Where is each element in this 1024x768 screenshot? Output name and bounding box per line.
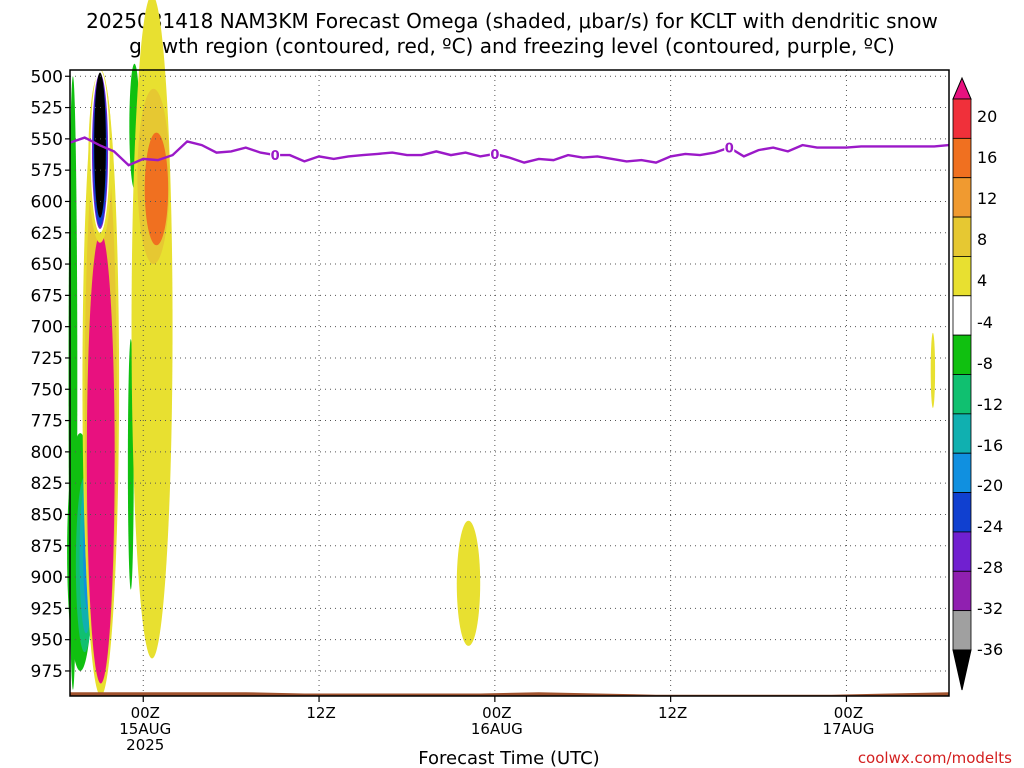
x-tick-label-2-1: 16AUG — [471, 720, 523, 738]
credit-text: coolwx.com/modelts — [858, 749, 1012, 767]
y-tick-label-9: 725 — [31, 349, 63, 369]
y-tick-label-6: 650 — [31, 255, 63, 275]
colorbar-swatch-9 — [952, 452, 972, 493]
plot-frame — [69, 69, 950, 697]
colorbar-swatch-8 — [952, 413, 972, 454]
colorbar-label-5: -4 — [977, 313, 993, 332]
colorbar-label-0: 20 — [977, 107, 997, 126]
x-axis-label: Forecast Time (UTC) — [418, 748, 599, 768]
omega-shading — [67, 0, 936, 696]
colorbar-label-2: 12 — [977, 189, 997, 208]
y-tick-label-7: 675 — [31, 286, 63, 306]
freezing-label-1: 0 — [490, 148, 499, 163]
plot-background — [70, 70, 949, 696]
freezing-label-bg-0 — [270, 147, 281, 162]
x-tick-label-4-0: 00Z — [834, 704, 863, 722]
freezing-label-bg-2 — [724, 139, 735, 154]
y-tick-label-3: 575 — [31, 161, 63, 181]
freezing-level-labels: 0 0 0 — [270, 139, 735, 164]
y-tick-label-8: 700 — [31, 318, 63, 338]
colorbar-swatch-0 — [952, 98, 972, 139]
y-axis-ticks: 500 525 550 575 600 625 650 675 700 725 750 775 800 8… — [31, 67, 70, 682]
omega-region-20 — [930, 332, 936, 409]
colorbar-bottom-arrow — [952, 649, 972, 691]
x-tick-label-2-0: 00Z — [482, 704, 511, 722]
y-tick-label-18: 950 — [31, 631, 63, 651]
x-tick-label-0-1: 15AUG — [119, 720, 171, 738]
x-tick-label-0-0: 00Z — [131, 704, 160, 722]
colorbar-label-1: 16 — [977, 148, 997, 167]
x-tick-label-1-0: 12Z — [306, 704, 335, 722]
surface-terrain — [70, 692, 949, 696]
colorbar: 20 16 12 8 4 -4 -8 -12 -16 -20 -24 -28 -32 -36 — [952, 76, 1003, 691]
colorbar-label-3: 8 — [977, 230, 987, 249]
colorbar-swatch-2 — [952, 177, 972, 218]
colorbar-label-7: -12 — [977, 395, 1003, 414]
y-tick-label-1: 525 — [31, 99, 63, 119]
y-tick-label-17: 925 — [31, 599, 63, 619]
chart-title-line-1: 2025081418 NAM3KM Forecast Omega (shaded… — [86, 9, 938, 33]
omega-region-10 — [86, 232, 115, 684]
y-tick-label-10: 750 — [31, 380, 63, 400]
y-tick-label-0: 500 — [31, 67, 63, 87]
colorbar-swatch-3 — [952, 216, 972, 257]
colorbar-swatch-1 — [952, 137, 972, 179]
y-tick-label-15: 875 — [31, 537, 63, 557]
chart-title-line-2: growth region (contoured, red, ºC) and f… — [129, 34, 895, 58]
y-tick-label-13: 825 — [31, 474, 63, 494]
omega-region-18 — [144, 132, 169, 246]
colorbar-label-9: -20 — [977, 476, 1003, 495]
colorbar-label-13: -36 — [977, 640, 1003, 659]
x-tick-label-3-0: 12Z — [658, 704, 687, 722]
y-tick-label-4: 600 — [31, 192, 63, 212]
omega-region-19 — [456, 520, 481, 646]
colorbar-swatch-4 — [952, 256, 972, 297]
y-tick-label-2: 550 — [31, 130, 63, 150]
y-tick-label-19: 975 — [31, 662, 63, 682]
freezing-label-bg-1 — [489, 145, 500, 160]
y-tick-label-14: 850 — [31, 505, 63, 525]
colorbar-label-6: -8 — [977, 354, 993, 373]
colorbar-label-8: -16 — [977, 436, 1003, 455]
colorbar-top-arrow — [952, 76, 972, 100]
y-tick-label-12: 800 — [31, 443, 63, 463]
colorbar-label-4: 4 — [977, 271, 987, 290]
colorbar-swatch-7 — [952, 374, 972, 415]
colorbar-swatch-12 — [952, 570, 972, 612]
y-tick-label-16: 900 — [31, 568, 63, 588]
x-tick-label-0-2: 2025 — [126, 736, 164, 754]
x-tick-label-4-1: 17AUG — [822, 720, 874, 738]
freezing-level-line — [69, 136, 950, 167]
colorbar-swatch-11 — [952, 531, 972, 572]
freezing-label-2: 0 — [725, 142, 734, 157]
colorbar-swatch-6 — [952, 334, 972, 375]
colorbar-swatch-10 — [952, 492, 972, 533]
colorbar-label-10: -24 — [977, 517, 1003, 536]
plot-area: 0 0 0 — [67, 0, 950, 697]
y-tick-label-5: 625 — [31, 224, 63, 244]
colorbar-label-12: -32 — [977, 599, 1003, 618]
y-tick-label-11: 775 — [31, 412, 63, 432]
colorbar-swatch-5 — [952, 295, 972, 336]
colorbar-swatch-13 — [952, 610, 972, 651]
freezing-label-0: 0 — [271, 149, 280, 164]
colorbar-label-11: -28 — [977, 558, 1003, 577]
